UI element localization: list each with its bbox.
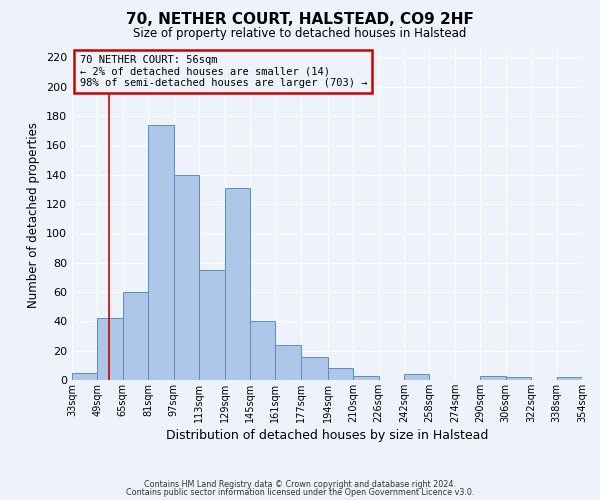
- Text: Size of property relative to detached houses in Halstead: Size of property relative to detached ho…: [133, 28, 467, 40]
- Bar: [199, 270, 224, 380]
- Text: Contains public sector information licensed under the Open Government Licence v3: Contains public sector information licen…: [126, 488, 474, 497]
- Bar: [481, 376, 506, 380]
- Bar: [148, 125, 173, 380]
- Bar: [123, 292, 148, 380]
- Text: 70, NETHER COURT, HALSTEAD, CO9 2HF: 70, NETHER COURT, HALSTEAD, CO9 2HF: [126, 12, 474, 28]
- Bar: [404, 374, 430, 380]
- Bar: [275, 345, 301, 380]
- Bar: [557, 377, 582, 380]
- Bar: [250, 322, 275, 380]
- Y-axis label: Number of detached properties: Number of detached properties: [28, 122, 40, 308]
- Bar: [353, 376, 379, 380]
- Bar: [328, 368, 353, 380]
- Bar: [173, 174, 199, 380]
- Bar: [224, 188, 250, 380]
- X-axis label: Distribution of detached houses by size in Halstead: Distribution of detached houses by size …: [166, 429, 488, 442]
- Text: Contains HM Land Registry data © Crown copyright and database right 2024.: Contains HM Land Registry data © Crown c…: [144, 480, 456, 489]
- Text: 70 NETHER COURT: 56sqm
← 2% of detached houses are smaller (14)
98% of semi-deta: 70 NETHER COURT: 56sqm ← 2% of detached …: [80, 55, 367, 88]
- Bar: [97, 318, 123, 380]
- Bar: [72, 372, 97, 380]
- Bar: [301, 356, 328, 380]
- Bar: [506, 377, 531, 380]
